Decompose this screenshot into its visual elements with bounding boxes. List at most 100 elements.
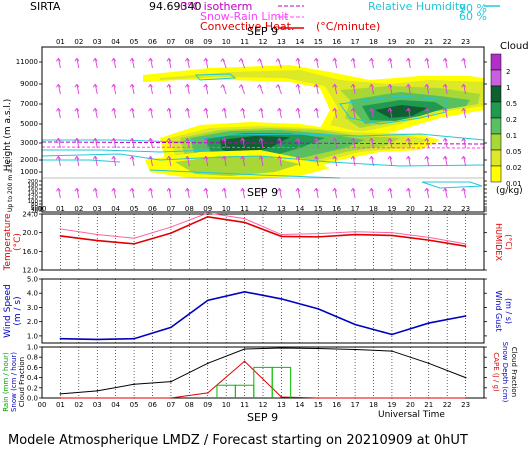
wind-arrow bbox=[76, 58, 80, 69]
wind-arrow-head bbox=[184, 155, 190, 160]
wind-arrow bbox=[57, 58, 61, 69]
wind-arrow bbox=[463, 188, 467, 199]
wind-arrow-head bbox=[405, 187, 411, 192]
wind-arrow bbox=[315, 156, 319, 167]
wind-arrow-head bbox=[148, 137, 153, 142]
wind-arrow-head bbox=[461, 187, 466, 192]
wind-arrow-head bbox=[369, 57, 374, 62]
wind-arrow-head bbox=[220, 84, 226, 88]
wind-arrow-head bbox=[203, 107, 209, 112]
wind-arrow bbox=[94, 84, 98, 95]
wind-arrow-head bbox=[369, 187, 374, 192]
wind-arrow-head bbox=[258, 137, 264, 142]
ytick-temperature-24.0: 24.0 bbox=[22, 211, 38, 219]
wind-arrow bbox=[444, 156, 448, 167]
precip-hour-tick-11: 11 bbox=[240, 401, 249, 409]
legend-convective: Convective Heat. bbox=[200, 20, 294, 33]
wind-arrow bbox=[205, 138, 209, 149]
wind-arrow bbox=[168, 58, 172, 69]
colorbar-label-0.05: 0.05 bbox=[506, 148, 522, 156]
humidex-label: HUMIDEX bbox=[494, 223, 503, 261]
cloud-field bbox=[143, 65, 484, 180]
point-cloud-fraction bbox=[391, 350, 393, 352]
wind-arrow bbox=[315, 188, 319, 199]
point-temperature bbox=[206, 216, 209, 218]
wind-arrow bbox=[223, 188, 227, 199]
wind-arrow-head bbox=[424, 137, 430, 142]
wind-arrow bbox=[131, 84, 135, 95]
point-humidex bbox=[59, 228, 62, 230]
point-temperature bbox=[317, 236, 320, 238]
wind-arrow-head bbox=[129, 137, 135, 142]
wind-arrow-head bbox=[461, 137, 466, 142]
wind-arrow bbox=[371, 84, 374, 95]
wind-arrow bbox=[463, 108, 467, 119]
series-cloud-fraction bbox=[60, 347, 466, 395]
precip-hour-tick-14: 14 bbox=[295, 401, 304, 409]
wind-arrow bbox=[205, 156, 209, 167]
cloud-ytick-40: 40 bbox=[31, 207, 38, 213]
wind-arrow bbox=[389, 188, 393, 199]
wind-arrow bbox=[297, 138, 301, 149]
gust-unit: (m / s) bbox=[504, 298, 513, 324]
wind-arrow-head bbox=[332, 137, 338, 142]
wind-arrow-head bbox=[184, 57, 190, 62]
wind-arrow bbox=[297, 108, 301, 119]
wind-arrow-head bbox=[442, 107, 448, 112]
precip-hour-tick-22: 22 bbox=[443, 401, 452, 409]
humidex-unit: (°C) bbox=[504, 234, 513, 250]
wind-arrows bbox=[56, 57, 467, 199]
precip-hour-tick-19: 19 bbox=[387, 401, 396, 409]
ytick-temperature-12.0: 12.0 bbox=[22, 267, 38, 275]
ytick-precipitation-0.4: 0.4 bbox=[27, 374, 39, 382]
wind-arrow bbox=[444, 84, 448, 95]
wind-arrow-head bbox=[166, 107, 172, 112]
point-wind-speed bbox=[427, 322, 430, 324]
wind-arrow bbox=[426, 58, 430, 69]
ytick-wind-2.0: 2.0 bbox=[27, 318, 38, 326]
station-name: SIRTA bbox=[30, 0, 61, 13]
cloud-hour-tick-04: 04 bbox=[111, 38, 120, 46]
temp-hour-tick-23: 23 bbox=[461, 205, 470, 213]
precip-hour-tick-02: 02 bbox=[74, 401, 83, 409]
wind-arrow bbox=[352, 156, 356, 167]
cloud-hour-tick-10: 10 bbox=[222, 38, 231, 46]
temp-hour-tick-05: 05 bbox=[130, 205, 139, 213]
cloud-ytick-3000: 3000 bbox=[20, 139, 38, 147]
legend-isotherm: 0°C isotherm bbox=[180, 0, 252, 13]
precip-hour-tick-12: 12 bbox=[259, 401, 268, 409]
wind-arrow-head bbox=[332, 107, 338, 112]
wind-ylabel-unit: (m / s) bbox=[13, 296, 23, 325]
point-humidex bbox=[170, 226, 172, 228]
wind-arrow bbox=[57, 108, 61, 119]
wind-arrow bbox=[260, 188, 264, 199]
point-humidex bbox=[133, 237, 135, 240]
cloud-ytick-200: 200 bbox=[28, 179, 39, 185]
wind-arrow bbox=[315, 58, 319, 69]
wind-arrow-head bbox=[92, 187, 98, 192]
wind-arrow bbox=[426, 138, 430, 149]
wind-arrow bbox=[131, 188, 135, 199]
precip-hour-tick-05: 05 bbox=[130, 401, 139, 409]
wind-arrow-head bbox=[184, 83, 190, 88]
legend-line-samples bbox=[278, 5, 304, 29]
wind-arrow-head bbox=[221, 187, 227, 192]
wind-arrow bbox=[371, 188, 374, 199]
temp-hour-tick-08: 08 bbox=[185, 205, 194, 213]
precip-panel: SEP 9 1.0 0.8 0.6 0.4 0.2 0.0 Rain (mm / hour… bbox=[2, 342, 518, 424]
wind-arrow bbox=[113, 156, 117, 167]
wind-arrow-head bbox=[369, 137, 374, 142]
temp-ylabel-unit: (°C) bbox=[13, 233, 23, 251]
cloud-ytick-80: 80 bbox=[31, 202, 38, 208]
wind-arrow bbox=[444, 188, 448, 199]
cloud-hour-tick-09: 09 bbox=[203, 38, 212, 46]
cloud-hour-tick-01: 01 bbox=[56, 38, 65, 46]
wind-arrow-head bbox=[442, 137, 448, 142]
wind-arrow-head bbox=[387, 107, 393, 112]
wind-arrow-head bbox=[184, 187, 190, 192]
point-temperature bbox=[427, 239, 430, 241]
temp-hour-tick-06: 06 bbox=[148, 205, 157, 213]
cloud-hour-tick-03: 03 bbox=[93, 38, 102, 46]
wind-arrow bbox=[407, 138, 411, 149]
